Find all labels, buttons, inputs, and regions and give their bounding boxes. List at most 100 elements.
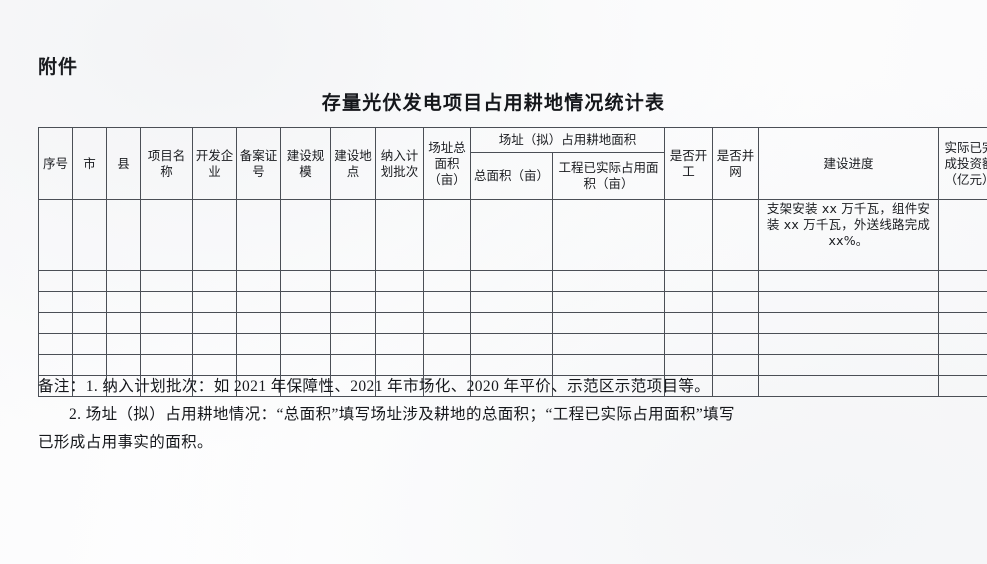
cell-progress[interactable]: [758, 312, 940, 334]
cell-scale[interactable]: [280, 291, 331, 313]
cell-record-no[interactable]: [236, 270, 281, 292]
cell-cultivated-total[interactable]: [470, 333, 553, 355]
cell-location[interactable]: [330, 199, 376, 271]
table-row[interactable]: [38, 375, 987, 397]
cell-project-name[interactable]: [140, 291, 193, 313]
cell-started[interactable]: [664, 199, 714, 271]
table-header-row-1: 序号 市 县 项目名称 开发企业 备案证号 建设规模 建设地点 纳入计划批次 场…: [38, 127, 987, 200]
col-header-grid-connected: 是否并网: [712, 127, 760, 200]
cell-developer[interactable]: [192, 291, 237, 313]
cell-location[interactable]: [330, 291, 376, 313]
cell-started[interactable]: [664, 270, 714, 292]
cell-site-total-area[interactable]: [423, 291, 471, 313]
cell-grid-connected[interactable]: [712, 333, 760, 355]
cell-grid-connected[interactable]: [712, 199, 760, 271]
cell-cultivated-total[interactable]: [470, 270, 553, 292]
cell-investment[interactable]: [938, 312, 987, 334]
table-row[interactable]: [38, 291, 987, 313]
col-header-site-total-area: 场址总面积（亩）: [423, 127, 471, 200]
cell-plan-batch[interactable]: [375, 270, 424, 292]
cell-record-no[interactable]: [236, 291, 281, 313]
cell-county[interactable]: [106, 270, 141, 292]
cell-cultivated-total[interactable]: [470, 199, 553, 271]
cell-county[interactable]: [106, 333, 141, 355]
cell-seq[interactable]: [38, 270, 73, 292]
cell-investment[interactable]: [938, 375, 987, 397]
table-row[interactable]: [38, 312, 987, 334]
cell-record-no[interactable]: [236, 199, 281, 271]
cell-scale[interactable]: [280, 270, 331, 292]
cell-seq[interactable]: [38, 199, 73, 271]
table-row[interactable]: 支架安装 xx 万千瓦，组件安装 xx 万千瓦，外送线路完成 xx%。: [38, 199, 987, 271]
cell-scale[interactable]: [280, 333, 331, 355]
cell-progress[interactable]: [758, 270, 940, 292]
cell-record-no[interactable]: [236, 312, 281, 334]
cell-started[interactable]: [664, 312, 714, 334]
cell-progress[interactable]: [758, 333, 940, 355]
cell-city[interactable]: [72, 270, 107, 292]
cell-grid-connected[interactable]: [712, 291, 760, 313]
cell-progress-sample[interactable]: 支架安装 xx 万千瓦，组件安装 xx 万千瓦，外送线路完成 xx%。: [758, 199, 940, 271]
cell-site-total-area[interactable]: [423, 199, 471, 271]
statistics-table: 序号 市 县 项目名称 开发企业 备案证号 建设规模 建设地点 纳入计划批次 场…: [38, 127, 987, 397]
col-header-location: 建设地点: [330, 127, 376, 200]
cell-scale[interactable]: [280, 199, 331, 271]
cell-project-name[interactable]: [140, 333, 193, 355]
cell-county[interactable]: [106, 312, 141, 334]
cell-progress[interactable]: [758, 291, 940, 313]
cell-investment[interactable]: [938, 291, 987, 313]
cell-grid-connected[interactable]: [712, 312, 760, 334]
table-row[interactable]: [38, 333, 987, 355]
cell-site-total-area[interactable]: [423, 312, 471, 334]
cell-cultivated-actual[interactable]: [551, 312, 666, 334]
cell-grid-connected[interactable]: [712, 270, 760, 292]
cell-county[interactable]: [106, 291, 141, 313]
attachment-label: 附件: [38, 56, 79, 78]
cell-cultivated-actual[interactable]: [551, 375, 666, 397]
cell-cultivated-actual[interactable]: [551, 333, 666, 355]
cell-location[interactable]: [330, 270, 376, 292]
cell-developer[interactable]: [192, 199, 237, 271]
cell-scale[interactable]: [280, 312, 331, 334]
cell-city[interactable]: [72, 199, 107, 271]
cell-plan-batch[interactable]: [375, 291, 424, 313]
cell-cultivated-total[interactable]: [470, 312, 553, 334]
cell-site-total-area[interactable]: [423, 270, 471, 292]
cell-plan-batch[interactable]: [375, 199, 424, 271]
cell-record-no[interactable]: [236, 333, 281, 355]
cell-project-name[interactable]: [140, 199, 193, 271]
cell-plan-batch[interactable]: [375, 312, 424, 334]
cell-city[interactable]: [72, 291, 107, 313]
cell-site-total-area[interactable]: [423, 333, 471, 355]
col-header-progress: 建设进度: [758, 127, 940, 200]
table-row[interactable]: [38, 270, 987, 292]
cell-seq[interactable]: [38, 312, 73, 334]
cell-started[interactable]: [664, 333, 714, 355]
cell-developer[interactable]: [192, 333, 237, 355]
cell-cultivated-total[interactable]: [470, 291, 553, 313]
cell-cultivated-actual[interactable]: [551, 199, 666, 271]
cell-investment[interactable]: [938, 333, 987, 355]
cell-project-name[interactable]: [140, 270, 193, 292]
cell-developer[interactable]: [192, 312, 237, 334]
cell-cultivated-actual[interactable]: [551, 270, 666, 292]
table-header-row-2: 总面积（亩） 工程已实际占用面积（亩）: [39, 152, 987, 200]
cell-location[interactable]: [330, 312, 376, 334]
cell-investment[interactable]: [938, 270, 987, 292]
table-body: 支架安装 xx 万千瓦，组件安装 xx 万千瓦，外送线路完成 xx%。: [38, 199, 987, 397]
cell-cultivated-actual[interactable]: [551, 291, 666, 313]
col-header-cultivated-actual: 工程已实际占用面积（亩）: [551, 152, 666, 200]
cell-started[interactable]: [664, 291, 714, 313]
cell-plan-batch[interactable]: [375, 333, 424, 355]
cell-developer[interactable]: [192, 270, 237, 292]
col-header-record-no: 备案证号: [236, 127, 281, 200]
cell-location[interactable]: [330, 333, 376, 355]
note-line-3: 已形成占用事实的面积。: [38, 434, 213, 452]
cell-investment[interactable]: [938, 199, 987, 271]
cell-seq[interactable]: [38, 333, 73, 355]
cell-seq[interactable]: [38, 291, 73, 313]
cell-project-name[interactable]: [140, 312, 193, 334]
cell-county[interactable]: [106, 199, 141, 271]
cell-city[interactable]: [72, 312, 107, 334]
cell-city[interactable]: [72, 333, 107, 355]
